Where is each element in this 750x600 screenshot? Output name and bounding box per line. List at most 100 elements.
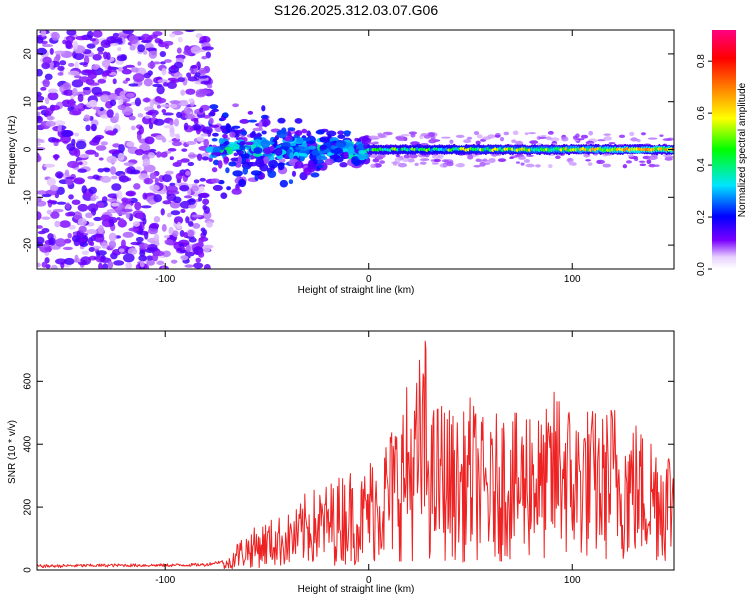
noise-blob: [48, 237, 56, 246]
signal-blob: [226, 186, 232, 191]
noise-blob: [148, 49, 158, 59]
noise-blob: [128, 83, 139, 87]
noise-blob: [185, 88, 196, 95]
noise-blob: [37, 230, 46, 235]
noise-blob: [142, 50, 148, 55]
noise-blob: [37, 225, 43, 229]
noise-blob: [140, 205, 152, 209]
halo-blob: [455, 163, 465, 168]
noise-blob: [198, 67, 207, 76]
halo-blob: [597, 139, 606, 142]
signal-blob: [277, 117, 286, 124]
noise-blob: [186, 72, 192, 78]
signal-blob: [250, 170, 262, 176]
noise-blob: [125, 77, 131, 82]
noise-blob: [81, 250, 90, 256]
halo-blob: [475, 140, 481, 145]
noise-blob: [149, 99, 154, 108]
noise-blob: [160, 61, 166, 65]
noise-blob: [201, 55, 208, 60]
noise-blob: [132, 73, 145, 83]
noise-blob: [48, 88, 58, 94]
noise-blob: [142, 97, 152, 103]
noise-blob: [138, 242, 149, 249]
noise-blob: [173, 196, 182, 204]
noise-blob: [143, 72, 151, 79]
noise-blob: [169, 103, 178, 109]
noise-blob: [107, 92, 118, 102]
halo-blob: [473, 131, 480, 136]
noise-blob: [100, 141, 108, 146]
noise-blob: [46, 209, 52, 215]
noise-blob: [98, 262, 103, 269]
halo-blob: [524, 132, 529, 136]
noise-blob: [49, 185, 59, 192]
noise-blob: [148, 200, 155, 205]
spectrogram-x-ticks: -100 0 100: [155, 30, 581, 285]
halo-blob: [511, 139, 517, 144]
x-tick-label: 100: [564, 274, 581, 285]
snr-series-line: [37, 340, 674, 570]
noise-blob: [196, 136, 205, 142]
noise-blob: [77, 203, 89, 212]
noise-blob: [169, 120, 174, 126]
halo-blob: [430, 138, 436, 143]
noise-blob: [176, 47, 182, 54]
noise-blob: [107, 260, 114, 269]
noise-blob: [37, 91, 42, 97]
signal-blob: [291, 170, 297, 177]
halo-blob: [409, 153, 418, 159]
noise-blob: [134, 149, 145, 156]
spectrogram-y-ticks: -20 -10 0 10 20: [23, 48, 674, 252]
noise-blob: [164, 43, 169, 50]
signal-blob: [261, 114, 269, 120]
signal-blob: [317, 164, 324, 169]
noise-blob: [101, 59, 111, 68]
noise-blob: [133, 183, 141, 190]
noise-blob: [161, 67, 167, 76]
noise-blob: [95, 250, 107, 256]
noise-blob: [177, 77, 185, 83]
noise-blob: [92, 30, 103, 38]
noise-blob: [92, 106, 102, 110]
halo-blob: [639, 163, 647, 167]
noise-blob: [73, 52, 85, 61]
halo-blob: [603, 136, 612, 141]
noise-blob: [199, 192, 210, 199]
noise-blob: [74, 148, 81, 158]
noise-blob: [146, 255, 154, 262]
halo-blob: [482, 162, 491, 165]
noise-blob: [161, 109, 167, 114]
noise-blob: [175, 173, 183, 181]
signal-blob: [211, 167, 218, 173]
signal-blob: [242, 166, 248, 175]
halo-blob: [419, 161, 427, 165]
noise-blob: [100, 94, 110, 103]
colorbar-tick-label: 0.6: [696, 106, 707, 120]
noise-blob: [87, 203, 99, 213]
noise-blob: [85, 124, 91, 132]
noise-blob: [203, 138, 210, 148]
noise-blob: [122, 30, 134, 34]
noise-blob: [176, 247, 183, 252]
halo-blob: [368, 135, 379, 139]
noise-blob: [41, 62, 50, 70]
halo-blob: [397, 162, 408, 168]
halo-blob: [577, 138, 585, 141]
noise-blob: [137, 61, 142, 66]
noise-blob: [187, 229, 195, 237]
signal-blob: [299, 155, 305, 161]
halo-blob: [588, 130, 594, 136]
noise-blob: [153, 194, 163, 203]
noise-blob: [167, 212, 172, 218]
noise-blob: [121, 197, 128, 203]
noise-blob: [137, 44, 146, 53]
signal-blob: [253, 147, 263, 154]
noise-blob: [184, 113, 195, 120]
noise-blob: [50, 104, 61, 111]
halo-blob: [423, 134, 431, 139]
noise-blob: [113, 260, 125, 266]
noise-blob: [65, 178, 73, 186]
noise-blob: [111, 202, 120, 207]
halo-blob: [545, 136, 552, 141]
